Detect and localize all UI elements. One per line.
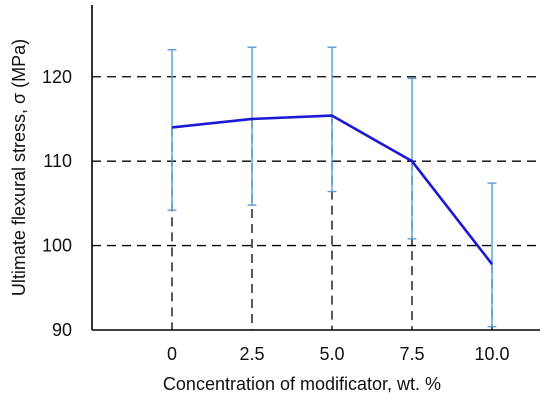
y-axis-title: Ultimate flexural stress, σ (MPa) xyxy=(9,39,29,296)
x-axis-title: Concentration of modificator, wt. % xyxy=(163,374,441,394)
series-line xyxy=(171,114,494,265)
x-tick-label: 7.5 xyxy=(399,344,424,364)
y-tick-label: 120 xyxy=(42,67,72,87)
y-tick-label: 90 xyxy=(52,320,72,340)
x-tick-label: 2.5 xyxy=(239,344,264,364)
y-tick-label: 100 xyxy=(42,236,72,256)
y-tick-label: 110 xyxy=(43,151,72,171)
tick-labels-layer: 90 100 110 120 0 2.5 5.0 7.5 10.0 xyxy=(42,67,510,364)
series-layer xyxy=(171,114,494,265)
x-tick-label: 5.0 xyxy=(319,344,344,364)
axis-layer xyxy=(91,5,540,331)
error-bars-layer xyxy=(167,46,497,328)
grid-layer xyxy=(92,76,540,247)
x-tick-label: 10.0 xyxy=(474,344,509,364)
x-tick-label: 0 xyxy=(167,344,177,364)
